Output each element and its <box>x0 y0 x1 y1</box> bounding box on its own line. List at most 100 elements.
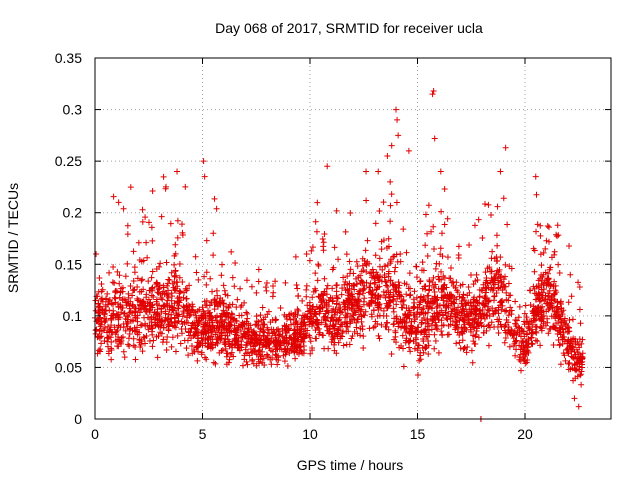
data-point <box>562 357 569 364</box>
data-point <box>105 343 112 350</box>
data-point <box>407 348 414 355</box>
data-point <box>341 299 348 306</box>
data-point <box>513 332 520 339</box>
data-point <box>552 325 559 332</box>
data-point <box>154 310 161 317</box>
data-point <box>277 331 284 338</box>
data-point <box>351 316 358 323</box>
data-point <box>239 334 246 341</box>
data-point <box>450 299 457 306</box>
x-tick-label: 15 <box>410 426 426 442</box>
data-point <box>212 360 219 367</box>
data-point <box>329 336 336 343</box>
data-point <box>402 310 409 317</box>
data-point <box>436 316 443 323</box>
data-point <box>453 340 460 347</box>
data-point <box>475 315 482 322</box>
data-point <box>148 274 155 281</box>
data-point <box>461 344 468 351</box>
data-point <box>368 297 375 304</box>
data-point <box>530 245 537 252</box>
data-point <box>397 316 404 323</box>
data-point <box>498 297 505 304</box>
data-point <box>413 263 420 270</box>
data-point <box>496 302 503 309</box>
data-point <box>457 315 464 322</box>
data-point <box>283 329 290 336</box>
data-point <box>508 265 515 272</box>
data-point <box>531 285 538 292</box>
data-point <box>206 322 213 329</box>
data-point <box>210 230 217 237</box>
data-point <box>220 311 227 318</box>
data-point <box>286 334 293 341</box>
data-point <box>438 307 445 314</box>
data-point <box>566 242 573 249</box>
data-point <box>139 206 146 213</box>
data-point <box>223 361 230 368</box>
data-point <box>310 288 317 295</box>
data-point <box>200 158 207 165</box>
data-point <box>165 326 172 333</box>
data-point <box>553 311 560 318</box>
data-point <box>203 269 210 276</box>
data-point <box>202 328 209 335</box>
data-point <box>415 324 422 331</box>
data-point <box>210 252 217 259</box>
data-point <box>478 322 485 329</box>
data-point <box>154 280 161 287</box>
data-point <box>110 264 117 271</box>
data-point <box>211 195 218 202</box>
data-point <box>131 286 138 293</box>
data-point <box>259 344 266 351</box>
data-point <box>143 239 150 246</box>
data-point <box>559 311 566 318</box>
data-point <box>483 327 490 334</box>
data-point <box>424 323 431 330</box>
data-point <box>493 289 500 296</box>
data-point <box>329 266 336 273</box>
data-point <box>374 273 381 280</box>
x-axis-label: GPS time / hours <box>297 457 404 473</box>
data-point <box>534 338 541 345</box>
data-point <box>304 302 311 309</box>
data-point <box>572 375 579 382</box>
data-point <box>142 308 149 315</box>
y-tick-label: 0.05 <box>55 359 82 375</box>
data-point <box>418 267 425 274</box>
data-point <box>144 300 151 307</box>
y-tick-label: 0.35 <box>55 50 82 66</box>
data-point <box>331 244 338 251</box>
data-point <box>146 337 153 344</box>
data-point <box>467 300 474 307</box>
data-point <box>177 340 184 347</box>
data-point <box>164 334 171 341</box>
data-point <box>179 232 186 239</box>
data-point <box>370 324 377 331</box>
data-point <box>354 263 361 270</box>
data-point <box>437 245 444 252</box>
data-point <box>145 326 152 333</box>
data-point <box>253 313 260 320</box>
data-point <box>486 307 493 314</box>
data-point <box>252 348 259 355</box>
data-point <box>451 294 458 301</box>
data-point <box>286 325 293 332</box>
data-point <box>467 272 474 279</box>
data-point <box>272 316 279 323</box>
data-point <box>92 297 99 304</box>
data-point <box>416 301 423 308</box>
data-point <box>259 328 266 335</box>
data-point <box>238 321 245 328</box>
data-point <box>291 321 298 328</box>
data-point <box>575 342 582 349</box>
data-point <box>220 282 227 289</box>
data-point <box>473 271 480 278</box>
data-point <box>432 319 439 326</box>
data-point <box>480 300 487 307</box>
data-point <box>281 358 288 365</box>
data-point <box>439 331 446 338</box>
data-point <box>157 324 164 331</box>
data-point <box>353 258 360 265</box>
data-point <box>108 322 115 329</box>
